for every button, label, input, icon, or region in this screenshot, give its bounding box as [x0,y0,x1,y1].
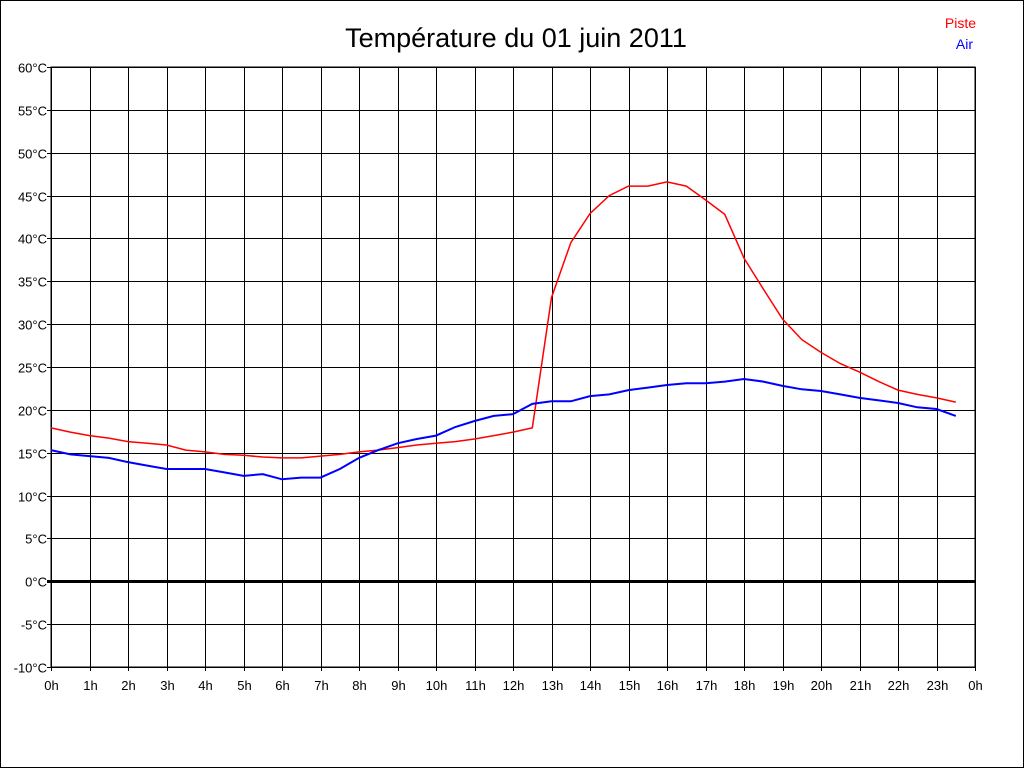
y-tick-label: 15°C [18,447,47,462]
chart-title: Température du 01 juin 2011 [345,23,687,53]
x-tick-label: 0h [44,678,58,693]
x-tick-label: 10h [426,678,448,693]
x-tick-label: 9h [391,678,405,693]
series-line-piste [50,181,956,459]
x-tick-label: 15h [619,678,641,693]
x-tick-label: 4h [198,678,212,693]
y-tick-label: 55°C [18,104,47,119]
series-line-air [50,377,957,481]
x-tick-label: 14h [580,678,602,693]
x-tick-label: 20h [811,678,833,693]
x-tick-label: 5h [237,678,251,693]
x-tick-label: 3h [160,678,174,693]
x-tick-label: 12h [503,678,525,693]
y-tick-label: 45°C [18,190,47,205]
x-tick-label: 21h [850,678,872,693]
y-tick-label: 50°C [18,147,47,162]
x-tick-label: 23h [927,678,949,693]
legend-piste: Piste [945,15,976,31]
y-tick-label: 60°C [18,61,47,76]
y-tick-label: 20°C [18,404,47,419]
y-tick-label: 5°C [25,532,47,547]
y-tick-label: 40°C [18,232,47,247]
x-tick-label: 22h [888,678,910,693]
x-tick-label: 11h [465,678,486,693]
x-tick-label: 6h [275,678,289,693]
y-tick-label: 35°C [18,275,47,290]
y-tick-label: 10°C [18,490,47,505]
y-tick-label: -10°C [14,661,47,676]
y-tick-label: 0°C [25,575,47,590]
x-tick-label: 19h [773,678,795,693]
x-tick-label: 18h [734,678,756,693]
y-tick-label: -5°C [21,618,47,633]
x-tick-label: 16h [657,678,679,693]
y-tick-label: 30°C [18,318,47,333]
y-tick-label: 25°C [18,361,47,376]
x-tick-label: 7h [314,678,328,693]
x-tick-label: 0h [968,678,982,693]
x-tick-label: 13h [542,678,564,693]
x-tick-label: 8h [352,678,366,693]
x-tick-label: 17h [696,678,718,693]
x-tick-label: 2h [121,678,135,693]
x-tick-label: 1h [83,678,97,693]
legend-air: Air [956,36,973,52]
